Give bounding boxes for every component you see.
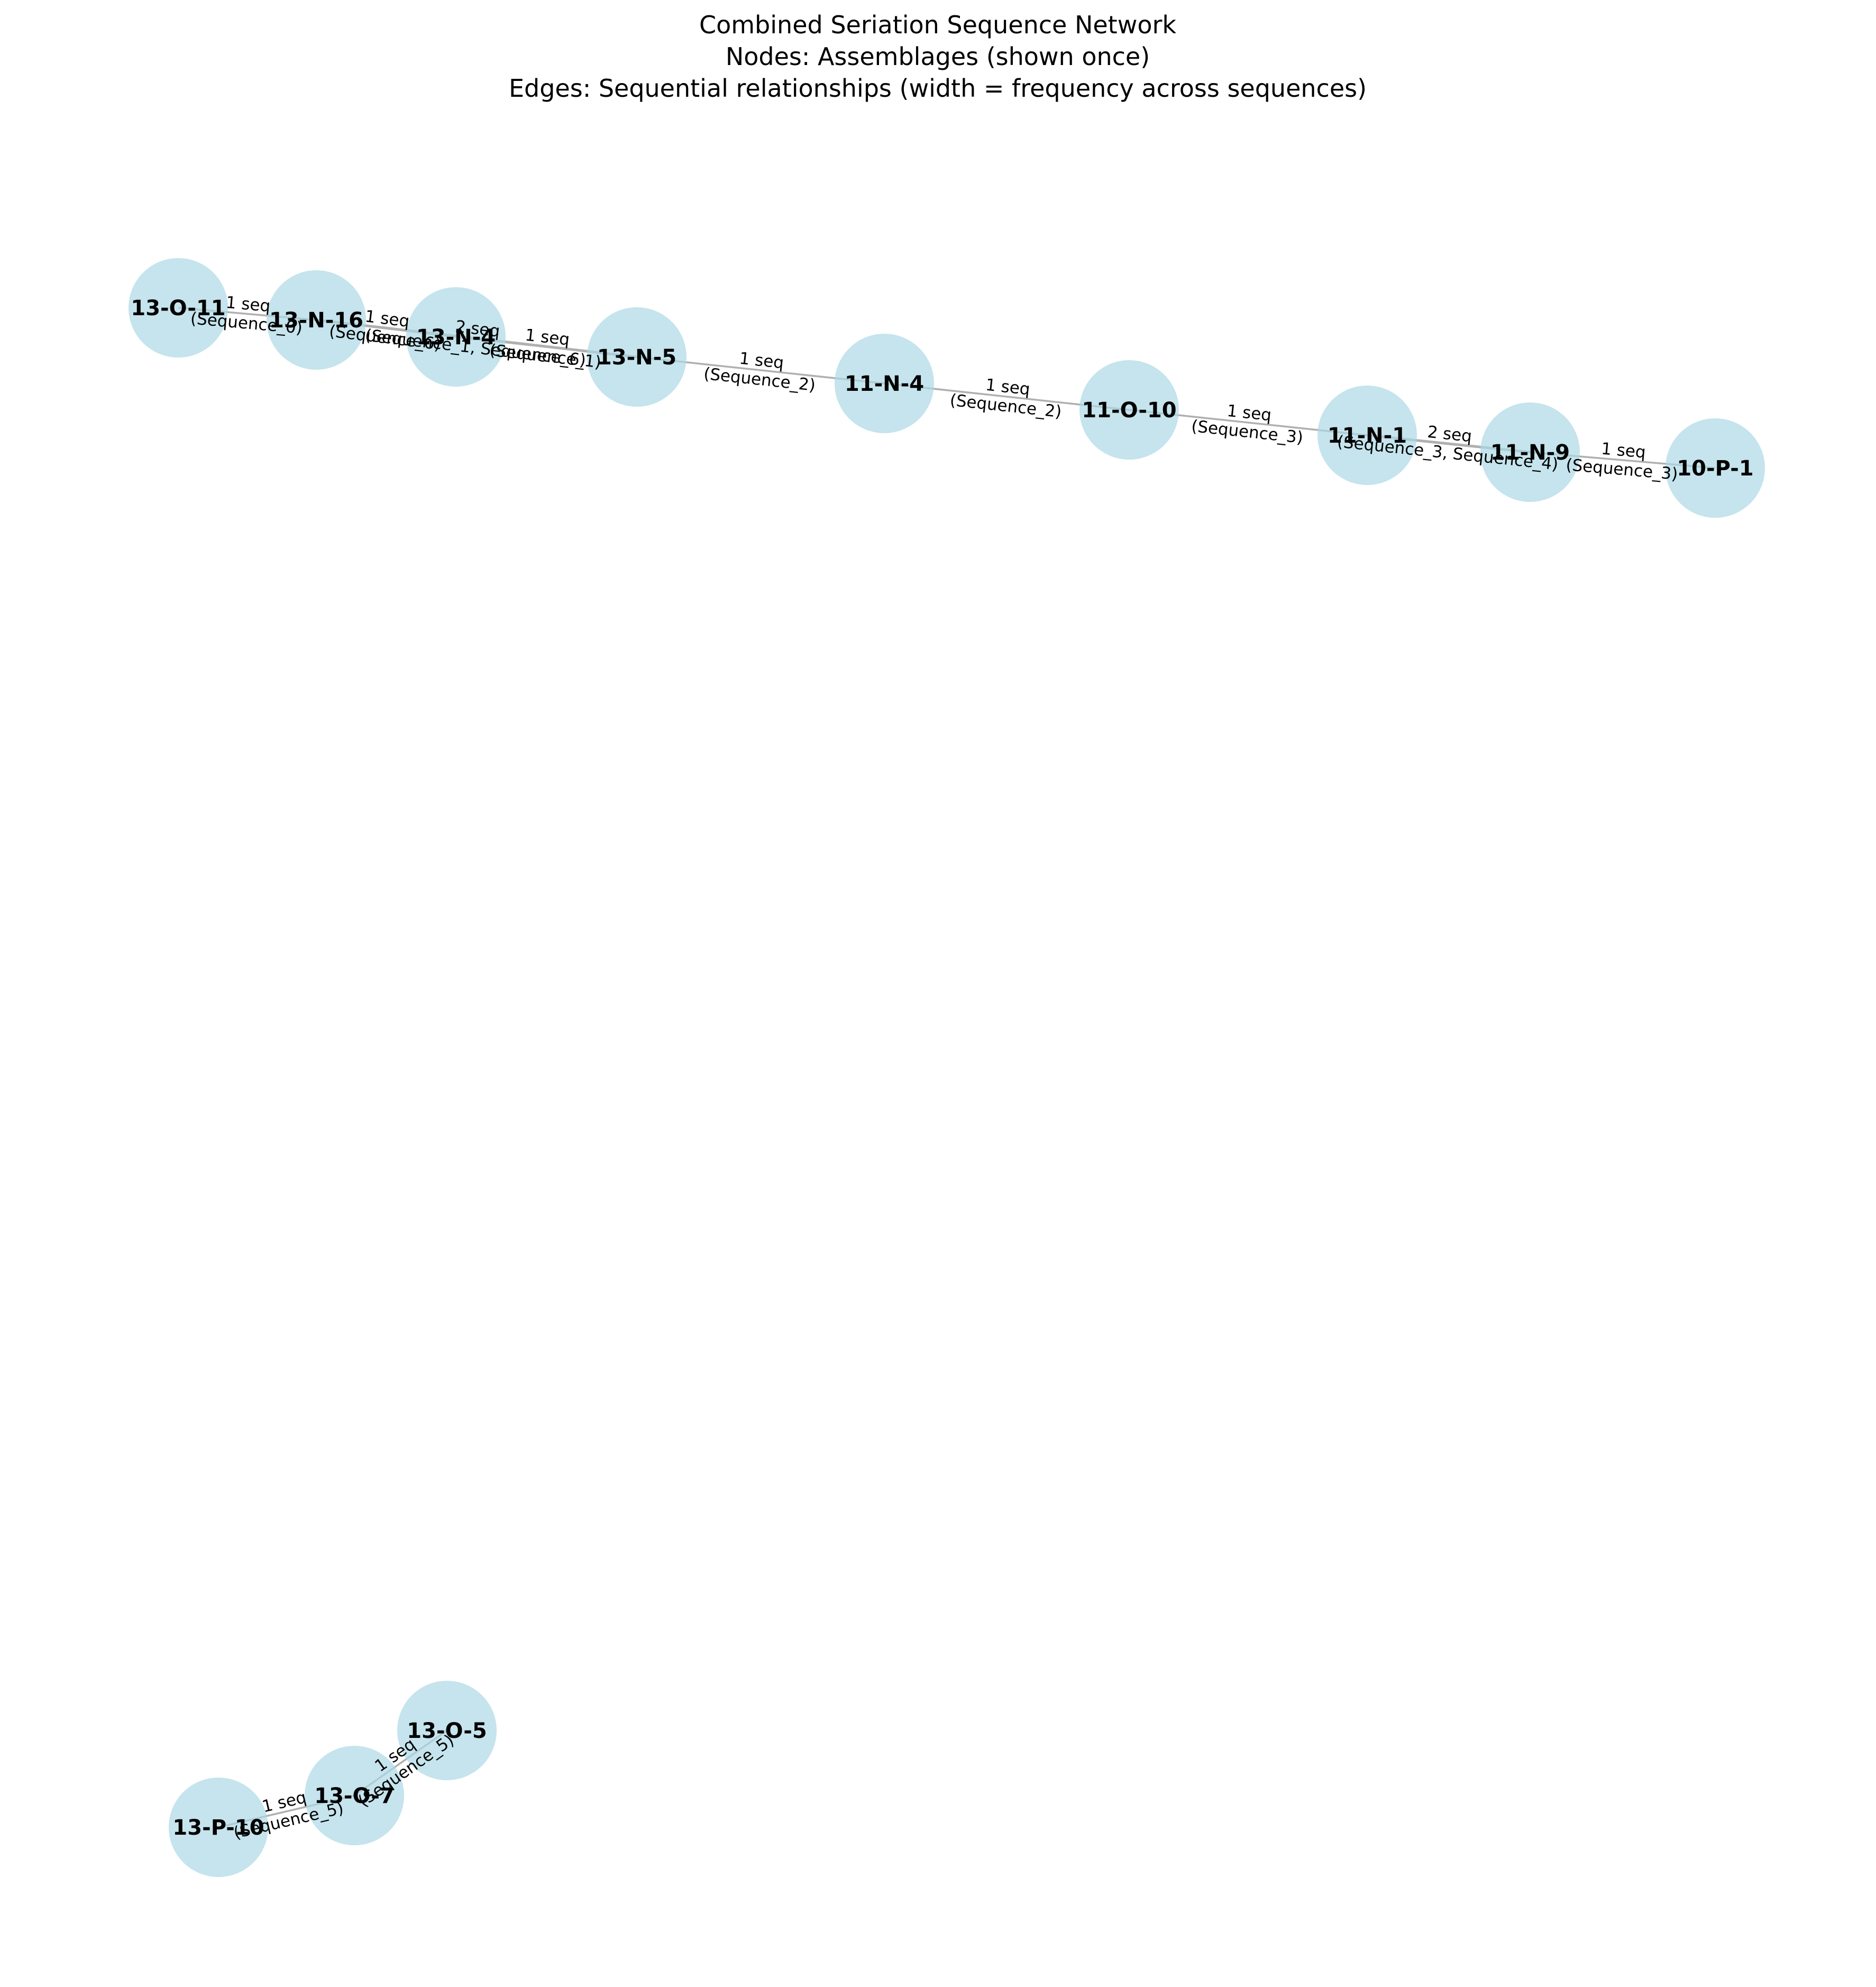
edge-count-label: 1 seq — [1226, 401, 1273, 425]
node-circle — [305, 1746, 404, 1845]
edge-count-label: 1 seq — [738, 349, 785, 373]
edge-count-label: 1 seq — [225, 293, 271, 316]
node-circle — [1480, 402, 1580, 502]
node-circle — [129, 258, 228, 358]
node-13-n-16[interactable]: 13-N-16 — [267, 270, 366, 370]
node-circle — [406, 287, 506, 387]
node-circle — [397, 1681, 497, 1780]
node-circle — [267, 270, 366, 370]
node-13-o-11[interactable]: 13-O-11 — [129, 258, 228, 358]
title-line-3: Edges: Sequential relationships (width =… — [509, 74, 1367, 103]
edge-count-label: 1 seq — [1600, 439, 1646, 462]
node-label: 11-N-4 — [845, 372, 924, 396]
node-label: 11-N-1 — [1328, 424, 1407, 448]
title-line-2: Nodes: Assemblages (shown once) — [726, 42, 1150, 71]
node-13-o-5[interactable]: 13-O-5 — [397, 1681, 497, 1780]
node-label: 13-N-5 — [597, 345, 676, 370]
node-circle — [587, 307, 687, 407]
chart-title: Combined Seriation Sequence Network Node… — [509, 11, 1367, 103]
node-11-n-1[interactable]: 11-N-1 — [1317, 386, 1417, 485]
node-13-o-7[interactable]: 13-O-7 — [305, 1746, 404, 1845]
node-circle — [1317, 386, 1417, 485]
node-label: 11-O-10 — [1082, 398, 1176, 423]
node-circle — [169, 1778, 268, 1877]
edge-count-label: 2 seq — [1426, 423, 1473, 446]
node-13-p-10[interactable]: 13-P-10 — [169, 1778, 268, 1877]
node-label: 11-N-9 — [1490, 441, 1570, 465]
node-label: 13-N-16 — [269, 308, 363, 333]
node-circle — [1665, 418, 1765, 518]
node-13-n-5[interactable]: 13-N-5 — [587, 307, 687, 407]
node-label: 13-P-10 — [172, 1816, 264, 1840]
node-11-n-4[interactable]: 11-N-4 — [835, 334, 934, 433]
node-11-o-10[interactable]: 11-O-10 — [1079, 360, 1179, 460]
node-label: 10-P-1 — [1677, 456, 1753, 481]
node-label: 13-O-11 — [131, 296, 225, 321]
node-10-p-1[interactable]: 10-P-1 — [1665, 418, 1765, 518]
node-label: 13-O-5 — [407, 1719, 487, 1743]
nodes-layer: 13-O-11 13-N-16 13-N-4 13-N-5 11-N-4 11-O-10 1… — [129, 258, 1765, 1877]
node-label: 13-O-7 — [314, 1784, 394, 1808]
node-11-n-9[interactable]: 11-N-9 — [1480, 402, 1580, 502]
node-circle — [835, 334, 934, 433]
title-line-1: Combined Seriation Sequence Network — [699, 11, 1176, 39]
node-13-n-4[interactable]: 13-N-4 — [406, 287, 506, 387]
node-circle — [1079, 360, 1179, 460]
node-label: 13-N-4 — [416, 325, 496, 350]
